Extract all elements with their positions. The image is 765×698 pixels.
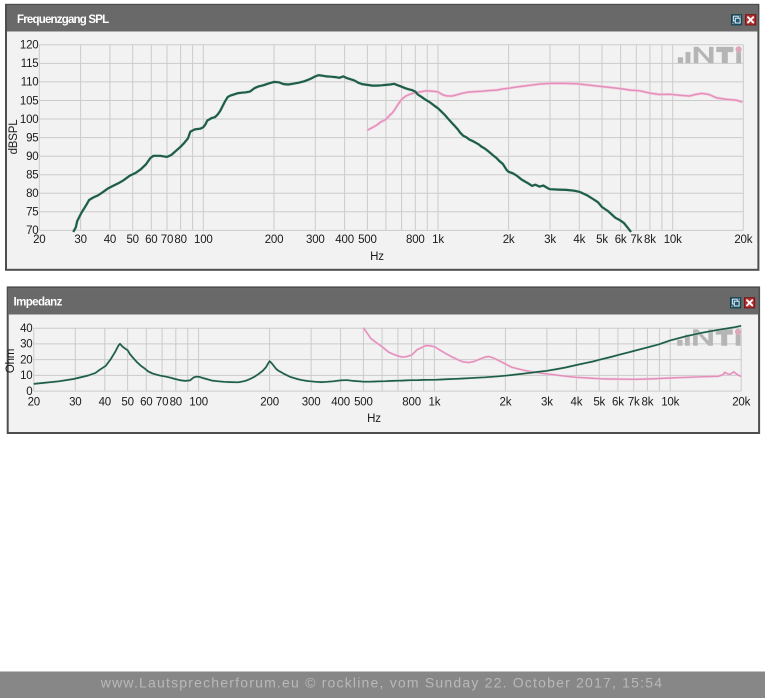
svg-text:www.Lautsprecherforum.eu © roc: www.Lautsprecherforum.eu © rockline, vom…	[100, 675, 663, 691]
svg-text:20: 20	[20, 354, 32, 366]
svg-text:1k: 1k	[432, 234, 444, 246]
svg-text:5k: 5k	[596, 234, 608, 246]
svg-text:Ohm: Ohm	[5, 349, 17, 373]
svg-text:30: 30	[74, 234, 86, 246]
svg-text:Frequenzgang SPL: Frequenzgang SPL	[17, 14, 109, 26]
svg-text:Hz: Hz	[370, 251, 384, 263]
svg-text:10k: 10k	[661, 396, 679, 408]
svg-text:6k: 6k	[615, 234, 627, 246]
svg-text:3k: 3k	[541, 396, 553, 408]
svg-text:115: 115	[21, 58, 39, 70]
svg-text:500: 500	[354, 396, 373, 408]
svg-text:60: 60	[140, 396, 152, 408]
svg-text:3k: 3k	[544, 234, 556, 246]
svg-text:120: 120	[20, 40, 39, 52]
svg-text:80: 80	[174, 234, 186, 246]
svg-text:7k: 7k	[630, 234, 642, 246]
svg-text:2k: 2k	[503, 234, 515, 246]
svg-text:200: 200	[260, 396, 279, 408]
svg-text:30: 30	[20, 339, 32, 351]
svg-text:40: 40	[104, 234, 116, 246]
svg-text:110: 110	[21, 77, 39, 89]
svg-text:8k: 8k	[644, 234, 656, 246]
svg-text:100: 100	[189, 396, 208, 408]
svg-text:70: 70	[26, 225, 38, 237]
svg-text:300: 300	[302, 396, 321, 408]
svg-text:40: 40	[20, 323, 32, 335]
svg-text:100: 100	[20, 114, 39, 126]
svg-text:50: 50	[121, 396, 133, 408]
svg-text:800: 800	[402, 396, 421, 408]
svg-text:500: 500	[358, 234, 377, 246]
svg-text:75: 75	[26, 207, 38, 219]
svg-text:10k: 10k	[664, 234, 682, 246]
svg-text:300: 300	[306, 234, 325, 246]
svg-text:6k: 6k	[612, 396, 624, 408]
svg-text:60: 60	[145, 234, 157, 246]
svg-text:4k: 4k	[573, 234, 585, 246]
svg-text:20k: 20k	[734, 234, 752, 246]
svg-text:5k: 5k	[593, 396, 605, 408]
svg-text:70: 70	[161, 234, 173, 246]
svg-text:80: 80	[170, 396, 182, 408]
svg-text:800: 800	[406, 234, 425, 246]
svg-text:8k: 8k	[642, 396, 654, 408]
svg-text:400: 400	[331, 396, 350, 408]
svg-text:20: 20	[28, 396, 40, 408]
svg-text:40: 40	[99, 396, 111, 408]
svg-text:90: 90	[26, 151, 38, 163]
svg-text:Hz: Hz	[367, 413, 381, 425]
svg-text:20: 20	[33, 234, 45, 246]
svg-text:50: 50	[126, 234, 138, 246]
svg-text:10: 10	[20, 370, 32, 382]
svg-text:200: 200	[265, 234, 284, 246]
svg-text:80: 80	[26, 188, 38, 200]
svg-text:30: 30	[69, 396, 81, 408]
svg-text:100: 100	[194, 234, 213, 246]
svg-text:Impedanz: Impedanz	[14, 297, 63, 309]
svg-text:2k: 2k	[500, 396, 512, 408]
svg-text:95: 95	[26, 132, 38, 144]
svg-text:400: 400	[335, 234, 354, 246]
svg-text:4k: 4k	[571, 396, 583, 408]
svg-text:0: 0	[26, 386, 32, 398]
svg-text:70: 70	[156, 396, 168, 408]
svg-text:20k: 20k	[732, 396, 750, 408]
svg-text:dBSPL: dBSPL	[8, 119, 20, 155]
svg-text:7k: 7k	[628, 396, 640, 408]
svg-text:85: 85	[26, 170, 38, 182]
svg-text:105: 105	[20, 95, 39, 107]
svg-text:1k: 1k	[429, 396, 441, 408]
